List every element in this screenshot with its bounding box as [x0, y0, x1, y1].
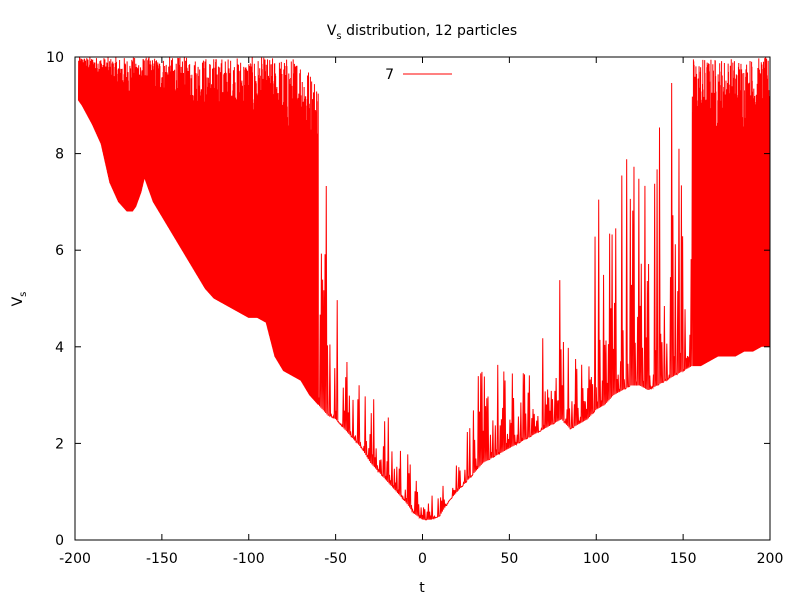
- axis-ticks: -200 -150 -100 -50 0 50 100 150 200 0 2 4 6 8 10: [46, 50, 783, 567]
- x-tick-label: 50: [500, 551, 518, 567]
- y-tick-label: 0: [55, 533, 64, 549]
- x-tick-label: -50: [324, 551, 347, 567]
- x-tick-label: -150: [146, 551, 178, 567]
- x-tick-label: 0: [418, 551, 427, 567]
- chart-title: Vs distribution, 12 particles: [327, 23, 517, 42]
- y-axis-label: Vs: [10, 292, 29, 307]
- x-tick-label: -100: [233, 551, 265, 567]
- y-tick-label: 6: [55, 243, 64, 259]
- x-tick-label: 200: [757, 551, 784, 567]
- legend: 7: [385, 67, 452, 83]
- x-tick-label: 150: [670, 551, 697, 567]
- legend-label: 7: [385, 67, 394, 83]
- x-tick-label: -200: [59, 551, 91, 567]
- x-tick-label: 100: [583, 551, 610, 567]
- y-tick-label: 2: [55, 436, 64, 452]
- series-line-7: [77, 57, 770, 521]
- y-tick-label: 10: [46, 50, 64, 66]
- y-tick-label: 4: [55, 340, 64, 356]
- x-axis-label: t: [419, 580, 425, 596]
- y-tick-label: 8: [55, 147, 64, 163]
